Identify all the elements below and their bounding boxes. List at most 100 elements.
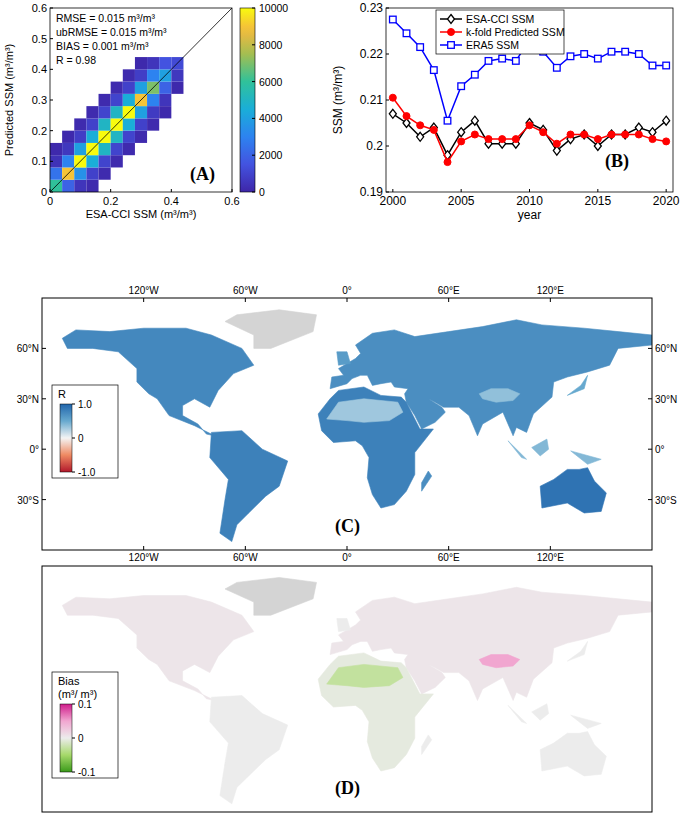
density-cell: [86, 155, 98, 167]
density-cell: [135, 106, 147, 118]
marker: [499, 55, 506, 62]
tick: [648, 348, 652, 349]
tick-label: 120°W: [129, 552, 160, 563]
density-cell: [99, 94, 111, 106]
tick: [42, 348, 46, 349]
density-cell: [159, 57, 171, 69]
density-cell: [147, 57, 159, 69]
marker: [389, 109, 396, 118]
marker: [581, 131, 588, 138]
tick: [461, 189, 462, 192]
density-cell: [62, 131, 74, 143]
map-region: [479, 389, 520, 403]
panel-label: (C): [335, 516, 360, 537]
marker: [458, 138, 465, 145]
tick-label: 60°N: [17, 343, 39, 354]
tick: [386, 146, 389, 147]
colorbar-label: 2000: [259, 149, 283, 161]
map-region: [532, 704, 549, 720]
tick: [143, 546, 144, 550]
marker: [567, 131, 574, 138]
tick: [648, 449, 652, 450]
frame: [386, 8, 673, 192]
panel-label: (A): [190, 164, 215, 185]
density-cell: [111, 131, 123, 143]
density-cell: [50, 143, 62, 155]
density-cell: [123, 143, 135, 155]
density-cell: [99, 143, 111, 155]
density-cell: [135, 82, 147, 94]
density-cell: [99, 106, 111, 118]
legend-label: ESA-CCI SSM: [466, 13, 534, 25]
tick: [171, 189, 172, 192]
colorbar: [60, 704, 72, 772]
map-region: [210, 431, 288, 542]
marker: [403, 113, 410, 120]
marker: [417, 132, 424, 141]
marker: [512, 136, 519, 143]
marker: [430, 126, 437, 133]
density-cell: [86, 167, 98, 179]
density-cell: [86, 118, 98, 130]
colorbar-tick: [72, 404, 75, 405]
density-cell: [99, 118, 111, 130]
frame: [42, 298, 652, 550]
marker: [608, 131, 615, 138]
colorbar-tick: [72, 438, 75, 439]
map-region: [327, 399, 403, 423]
marker: [444, 117, 451, 124]
tick: [42, 499, 46, 500]
tick: [232, 189, 233, 192]
marker: [431, 67, 438, 74]
density-cell: [62, 180, 74, 192]
tick: [448, 546, 449, 550]
density-cell: [147, 94, 159, 106]
density-cell: [111, 94, 123, 106]
marker: [567, 53, 574, 60]
marker: [458, 128, 465, 137]
density-cell: [159, 106, 171, 118]
annotation: R = 0.98: [56, 54, 96, 66]
marker: [499, 136, 506, 143]
density-cell: [74, 167, 86, 179]
density-cell: [99, 155, 111, 167]
density-cell: [147, 69, 159, 81]
annotation: RMSE = 0.015 m³/m³: [56, 12, 155, 24]
legend-marker: [448, 29, 455, 36]
frame: [42, 566, 652, 812]
tick-label: 2020: [653, 194, 680, 208]
map-regions: [62, 578, 652, 804]
tick: [50, 192, 53, 193]
marker: [417, 44, 424, 51]
axis-title: SSM (m³/m³): [331, 66, 345, 135]
map-region: [567, 641, 587, 661]
series-line: [393, 20, 666, 121]
tick-label: 0.5: [32, 33, 47, 45]
density-cell: [74, 143, 86, 155]
colorbar-tick: [252, 44, 255, 45]
marker: [390, 16, 397, 23]
density-cell: [74, 118, 86, 130]
axis-title: year: [518, 208, 541, 222]
colorbar-label: -0.1: [78, 767, 96, 778]
density-cell: [62, 155, 74, 167]
density-cell: [123, 94, 135, 106]
density-cell: [135, 118, 147, 130]
annotation: BIAS = 0.001 m³/m³: [56, 40, 149, 52]
map-region: [318, 653, 433, 771]
tick-label: 60°E: [438, 285, 460, 296]
density-cell: [159, 94, 171, 106]
colorbar-label: 0: [78, 433, 84, 444]
density-cell: [111, 106, 123, 118]
colorbar-label: 1.0: [78, 399, 92, 410]
tick-label: 0.2: [32, 125, 47, 137]
colorbar-label: 4000: [259, 112, 283, 124]
colorbar-tick: [252, 8, 255, 9]
tick-label: 0°: [342, 552, 352, 563]
tick-label: 0.6: [32, 2, 47, 14]
tick-label: 60°E: [438, 552, 460, 563]
tick-label: 0°: [29, 444, 39, 455]
axis-title: Predicted SSM (m³/m³): [3, 44, 15, 156]
tick: [50, 100, 53, 101]
tick: [386, 8, 389, 9]
